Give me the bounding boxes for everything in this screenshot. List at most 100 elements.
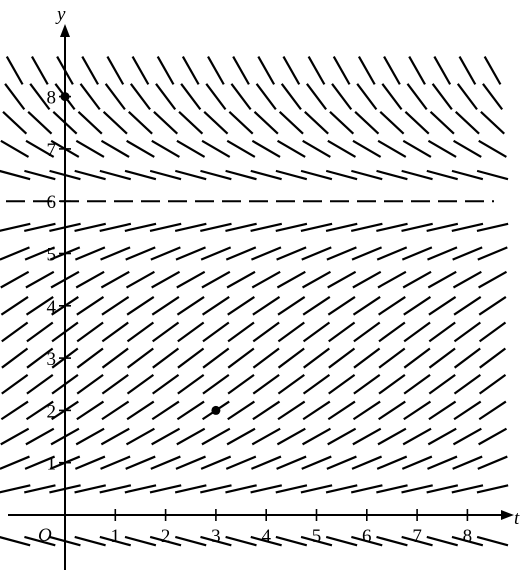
slope-segment bbox=[79, 83, 101, 111]
slope-segment bbox=[325, 222, 358, 232]
slope-segment bbox=[24, 484, 56, 494]
x-tick-label: 1 bbox=[111, 526, 121, 547]
slope-segment bbox=[302, 321, 331, 343]
slope-segment bbox=[300, 169, 333, 181]
slope-segment bbox=[302, 270, 331, 289]
slope-segment bbox=[354, 111, 380, 135]
slope-segment bbox=[427, 246, 458, 261]
slope-segment bbox=[452, 246, 483, 261]
slope-segment bbox=[280, 83, 302, 111]
slope-segment bbox=[307, 55, 326, 85]
slope-segment bbox=[478, 373, 507, 395]
slope-segment bbox=[327, 400, 356, 421]
slope-segment bbox=[174, 484, 207, 494]
slope-segment bbox=[252, 373, 280, 395]
slope-segment bbox=[433, 55, 452, 85]
slope-segment bbox=[153, 111, 179, 135]
y-axis-arrowhead bbox=[60, 24, 70, 37]
slope-segment bbox=[403, 296, 432, 316]
slope-segment bbox=[4, 83, 26, 111]
slope-segment bbox=[200, 455, 232, 470]
slope-segment bbox=[378, 321, 406, 343]
slope-segment bbox=[75, 270, 105, 289]
slope-segment bbox=[74, 222, 106, 232]
origin-label: O bbox=[38, 525, 52, 546]
slope-segment bbox=[203, 111, 229, 135]
slope-segment bbox=[383, 55, 401, 85]
slope-segment bbox=[426, 169, 458, 181]
slope-segment bbox=[327, 139, 357, 158]
slope-segment bbox=[377, 139, 407, 158]
slope-segment bbox=[304, 111, 329, 135]
slope-segment bbox=[180, 83, 202, 111]
slope-segment bbox=[175, 169, 207, 181]
slope-segment bbox=[277, 400, 306, 421]
slope-segment bbox=[452, 455, 483, 470]
slope-segment bbox=[478, 296, 507, 316]
slope-segment bbox=[0, 536, 31, 547]
slope-segment bbox=[351, 535, 383, 547]
slope-segment bbox=[402, 139, 432, 158]
slope-segment bbox=[251, 455, 282, 470]
slope-segment bbox=[0, 139, 30, 158]
slope-segment bbox=[325, 535, 358, 547]
slope-segment bbox=[201, 139, 231, 158]
slope-segment bbox=[24, 222, 56, 232]
slope-segment bbox=[428, 321, 456, 343]
slope-segment bbox=[99, 169, 132, 181]
x-tick-label: 4 bbox=[261, 526, 271, 547]
slope-segment bbox=[251, 270, 281, 289]
slope-segment bbox=[453, 400, 482, 421]
slope-segment bbox=[126, 400, 155, 421]
slope-segment bbox=[431, 83, 453, 111]
slope-segment bbox=[451, 222, 484, 232]
slope-segment bbox=[277, 321, 305, 343]
slope-segment bbox=[276, 455, 307, 470]
slope-segment bbox=[275, 535, 308, 547]
slope-segment bbox=[155, 83, 177, 111]
slope-segment bbox=[176, 270, 206, 289]
slope-segment bbox=[106, 55, 125, 85]
slope-segment bbox=[250, 484, 283, 494]
slope-segment bbox=[151, 270, 181, 289]
slope-segment bbox=[353, 373, 381, 395]
slope-segment bbox=[408, 55, 426, 85]
slope-segment bbox=[0, 484, 31, 494]
slope-segment bbox=[302, 296, 331, 316]
slope-segment bbox=[478, 321, 507, 343]
slope-segment bbox=[26, 347, 54, 369]
slope-segment bbox=[478, 139, 507, 158]
slope-segment bbox=[177, 321, 205, 343]
slope-segment bbox=[376, 246, 408, 261]
slope-segment bbox=[76, 347, 104, 369]
slope-segment bbox=[125, 246, 156, 261]
slope-segment bbox=[101, 296, 130, 316]
slope-segment bbox=[230, 83, 252, 111]
slope-segment bbox=[253, 111, 279, 135]
slope-segment bbox=[129, 83, 151, 111]
slope-segment bbox=[76, 400, 105, 421]
slope-segment bbox=[74, 455, 106, 470]
slope-segment bbox=[327, 296, 356, 316]
slope-segment bbox=[477, 455, 508, 470]
slope-segment bbox=[100, 139, 130, 158]
slope-segment bbox=[174, 222, 207, 232]
slope-segment bbox=[26, 373, 54, 395]
slope-segment bbox=[378, 347, 406, 369]
slope-segment bbox=[251, 139, 281, 158]
slope-segment bbox=[26, 321, 54, 343]
slope-segment bbox=[476, 484, 509, 494]
slope-segment bbox=[251, 246, 282, 261]
slope-segment bbox=[376, 169, 408, 181]
slope-segment bbox=[352, 296, 381, 316]
slope-segment bbox=[376, 484, 408, 494]
slope-segment bbox=[350, 484, 383, 494]
slope-segment bbox=[126, 139, 155, 158]
slope-segment bbox=[351, 246, 382, 261]
slope-segment bbox=[149, 222, 182, 232]
slope-segment bbox=[276, 139, 306, 158]
slope-segment bbox=[156, 55, 175, 85]
slope-segment bbox=[126, 347, 154, 369]
slope-segment bbox=[378, 373, 406, 395]
slope-segment bbox=[282, 55, 301, 85]
